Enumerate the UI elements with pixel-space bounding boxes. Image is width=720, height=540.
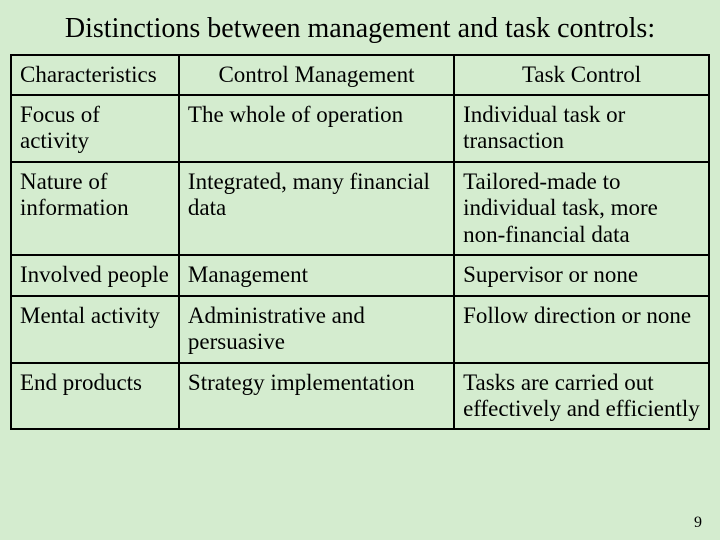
table-row: Focus of activity The whole of operation… xyxy=(11,95,709,162)
cell-characteristic: Nature of information xyxy=(11,162,179,255)
cell-characteristic: Involved people xyxy=(11,255,179,295)
slide-title: Distinctions between management and task… xyxy=(0,0,720,54)
cell-task-control: Individual task or transaction xyxy=(454,95,709,162)
cell-task-control: Supervisor or none xyxy=(454,255,709,295)
table-container: Characteristics Control Management Task … xyxy=(0,54,720,431)
table-row: Mental activity Administrative and persu… xyxy=(11,296,709,363)
cell-control-mgmt: Integrated, many financial data xyxy=(179,162,454,255)
table-row: Nature of information Integrated, many f… xyxy=(11,162,709,255)
col-header-task-control: Task Control xyxy=(454,55,709,95)
cell-control-mgmt: Management xyxy=(179,255,454,295)
col-header-control-management: Control Management xyxy=(179,55,454,95)
cell-task-control: Follow direction or none xyxy=(454,296,709,363)
cell-characteristic: Mental activity xyxy=(11,296,179,363)
cell-control-mgmt: Strategy implementation xyxy=(179,363,454,430)
cell-task-control: Tailored-made to individual task, more n… xyxy=(454,162,709,255)
comparison-table: Characteristics Control Management Task … xyxy=(10,54,710,431)
cell-task-control: Tasks are carried out effectively and ef… xyxy=(454,363,709,430)
cell-control-mgmt: Administrative and persuasive xyxy=(179,296,454,363)
cell-control-mgmt: The whole of operation xyxy=(179,95,454,162)
page-number: 9 xyxy=(694,514,702,532)
cell-characteristic: End products xyxy=(11,363,179,430)
col-header-characteristics: Characteristics xyxy=(11,55,179,95)
cell-characteristic: Focus of activity xyxy=(11,95,179,162)
table-row: Involved people Management Supervisor or… xyxy=(11,255,709,295)
table-header-row: Characteristics Control Management Task … xyxy=(11,55,709,95)
table-row: End products Strategy implementation Tas… xyxy=(11,363,709,430)
